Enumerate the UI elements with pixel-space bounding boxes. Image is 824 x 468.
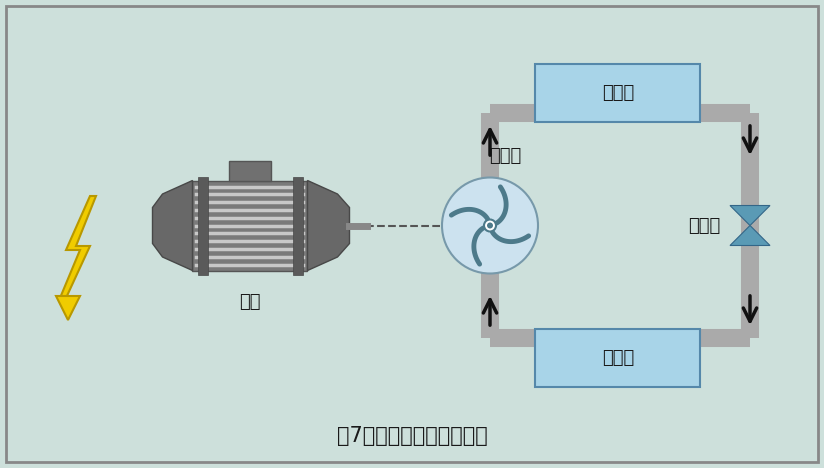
Text: 电机: 电机 (239, 292, 260, 310)
Polygon shape (730, 226, 770, 246)
FancyBboxPatch shape (193, 181, 307, 271)
Polygon shape (60, 196, 96, 298)
FancyBboxPatch shape (199, 176, 208, 275)
Text: 冷凝器: 冷凝器 (602, 84, 634, 102)
FancyBboxPatch shape (536, 329, 700, 387)
Polygon shape (152, 181, 193, 271)
FancyBboxPatch shape (229, 161, 271, 181)
FancyBboxPatch shape (536, 64, 700, 122)
Circle shape (442, 177, 538, 273)
Text: 压缩机: 压缩机 (489, 147, 521, 166)
Text: 蒸发器: 蒸发器 (602, 349, 634, 367)
Text: 图7：电机驱动的压缩热泵: 图7：电机驱动的压缩热泵 (337, 426, 487, 446)
Polygon shape (730, 205, 770, 226)
Circle shape (484, 219, 496, 232)
Polygon shape (56, 296, 80, 320)
Circle shape (487, 222, 493, 228)
Polygon shape (307, 181, 349, 271)
Text: 膨胀阀: 膨胀阀 (688, 217, 720, 234)
FancyBboxPatch shape (293, 176, 303, 275)
